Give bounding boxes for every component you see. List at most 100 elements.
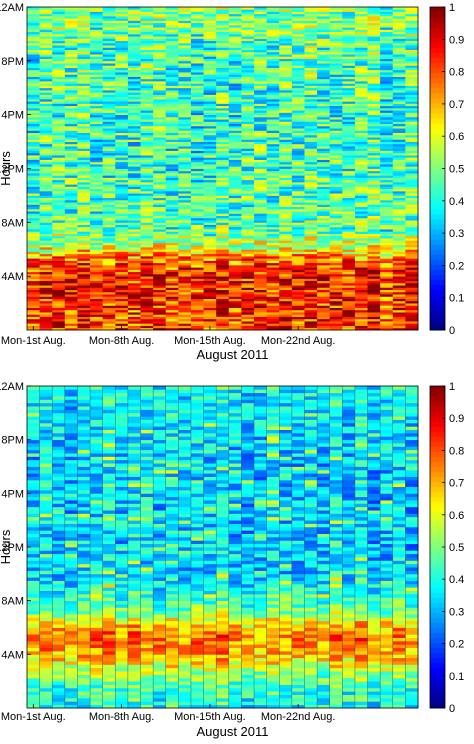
heatmap-cell: [228, 327, 242, 331]
heatmap-cell: [367, 27, 381, 30]
heatmap-cell: [342, 168, 356, 172]
heatmap-cell: [241, 9, 255, 12]
heatmap-cell: [102, 139, 116, 142]
heatmap-cell: [291, 89, 305, 93]
heatmap-cell: [329, 65, 343, 68]
heatmap-cell: [140, 31, 154, 35]
heatmap-cell: [380, 168, 394, 172]
heatmap-cell: [39, 701, 53, 706]
heatmap-cell: [203, 65, 217, 68]
heatmap-cell: [52, 85, 66, 89]
heatmap-cell: [254, 22, 268, 26]
heatmap-cell: [266, 125, 280, 129]
heatmap-cell: [266, 36, 280, 39]
heatmap-cell: [165, 128, 179, 131]
heatmap-cell: [254, 36, 268, 39]
heatmap-cell: [115, 235, 129, 239]
heatmap-cell: [190, 11, 204, 15]
heatmap-cell: [64, 617, 78, 622]
heatmap-cell: [77, 593, 91, 598]
heatmap-cell: [140, 186, 154, 190]
heatmap-cell: [178, 323, 192, 326]
heatmap-cell: [64, 681, 78, 685]
heatmap-cell: [153, 202, 167, 205]
heatmap-cell: [291, 87, 305, 91]
heatmap-cell: [279, 206, 293, 210]
heatmap-cell: [203, 260, 217, 264]
heatmap-cell: [342, 128, 356, 131]
heatmap-cell: [405, 137, 419, 140]
heatmap-cell: [342, 96, 356, 100]
heatmap-cell: [216, 148, 230, 151]
heatmap-cell: [115, 312, 129, 315]
heatmap-cell: [153, 211, 167, 214]
heatmap-cell: [27, 303, 41, 306]
heatmap-cell: [127, 107, 141, 111]
heatmap-cell: [140, 278, 154, 282]
heatmap-cell: [90, 226, 104, 230]
heatmap-cell: [90, 96, 104, 100]
heatmap-cell: [291, 240, 305, 243]
heatmap-cell: [304, 251, 318, 255]
heatmap-cell: [52, 654, 66, 659]
heatmap-cell: [140, 49, 154, 53]
heatmap-cell: [102, 172, 116, 176]
heatmap-cell: [203, 47, 217, 51]
heatmap-cell: [266, 137, 280, 140]
heatmap-cell: [216, 60, 230, 64]
heatmap-cell: [304, 249, 318, 252]
heatmap-cell: [153, 137, 167, 140]
heatmap-cell: [52, 671, 66, 675]
heatmap-cell: [27, 233, 41, 237]
heatmap-cell: [266, 267, 280, 270]
heatmap-cell: [380, 179, 394, 183]
heatmap-cell: [190, 276, 204, 279]
heatmap-cell: [329, 51, 343, 55]
heatmap-cell: [39, 506, 53, 511]
heatmap-cell: [165, 197, 179, 201]
heatmap-cell: [52, 422, 66, 427]
heatmap-cell: [27, 63, 41, 66]
heatmap-cell: [279, 123, 293, 127]
heatmap-cell: [329, 186, 343, 190]
heatmap-cell: [39, 496, 53, 501]
heatmap-cell: [127, 249, 141, 252]
heatmap-cell: [27, 49, 41, 53]
heatmap-cell: [127, 260, 141, 264]
heatmap-cell: [254, 287, 268, 291]
heatmap-cell: [27, 701, 41, 706]
heatmap-cell: [266, 190, 280, 194]
heatmap-cell: [39, 654, 53, 659]
heatmap-cell: [367, 271, 381, 275]
heatmap-cell: [354, 258, 368, 261]
heatmap-cell: [39, 533, 53, 538]
heatmap-cell: [190, 42, 204, 46]
heatmap-cell: [165, 244, 179, 248]
colorbar-swatch: [430, 118, 445, 124]
heatmap-cell: [354, 287, 368, 291]
heatmap-cell: [27, 607, 41, 612]
heatmap-cell: [52, 184, 66, 187]
heatmap-cell: [39, 289, 53, 293]
heatmap-cell: [127, 98, 141, 102]
heatmap-cell: [102, 141, 116, 145]
heatmap-cell: [77, 654, 91, 659]
heatmap-cell: [291, 296, 305, 299]
heatmap-cell: [64, 220, 78, 223]
heatmap-cell: [216, 305, 230, 308]
heatmap-cell: [266, 76, 280, 80]
heatmap-cell: [64, 406, 78, 410]
heatmap-cell: [304, 98, 318, 102]
heatmap-cell: [203, 229, 217, 232]
heatmap-cell: [140, 116, 154, 120]
heatmap-cell: [90, 69, 104, 73]
heatmap-cell: [254, 208, 268, 212]
heatmap-cell: [317, 177, 331, 181]
heatmap-cell: [291, 316, 305, 320]
heatmap-cell: [52, 204, 66, 208]
heatmap-cell: [90, 233, 104, 237]
heatmap-cell: [39, 282, 53, 286]
colorbar-swatch: [430, 92, 445, 99]
heatmap-cell: [52, 547, 66, 551]
heatmap-cell: [216, 253, 230, 257]
